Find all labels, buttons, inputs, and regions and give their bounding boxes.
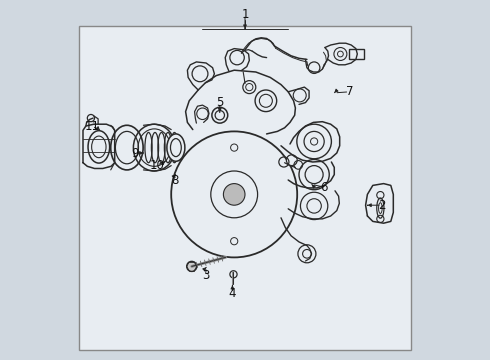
Circle shape <box>171 131 297 257</box>
Text: 10: 10 <box>149 159 164 172</box>
Text: 8: 8 <box>171 174 178 186</box>
Circle shape <box>299 159 329 190</box>
Text: 4: 4 <box>229 287 236 300</box>
Text: 1: 1 <box>241 8 249 21</box>
Text: 6: 6 <box>320 181 328 194</box>
Text: 9: 9 <box>131 147 139 159</box>
FancyBboxPatch shape <box>79 26 411 350</box>
Circle shape <box>297 124 331 159</box>
Circle shape <box>286 155 297 166</box>
Circle shape <box>223 184 245 205</box>
Text: 2: 2 <box>378 199 386 212</box>
Circle shape <box>300 192 328 220</box>
Ellipse shape <box>167 134 185 161</box>
Text: 7: 7 <box>345 85 353 98</box>
Circle shape <box>298 245 316 263</box>
Circle shape <box>255 90 277 112</box>
Circle shape <box>212 107 228 123</box>
Circle shape <box>187 261 197 271</box>
Text: 11: 11 <box>84 120 99 132</box>
Text: 5: 5 <box>216 96 223 109</box>
Text: 3: 3 <box>202 269 209 282</box>
Bar <box>349 49 364 59</box>
Ellipse shape <box>111 125 143 170</box>
Circle shape <box>230 271 237 278</box>
